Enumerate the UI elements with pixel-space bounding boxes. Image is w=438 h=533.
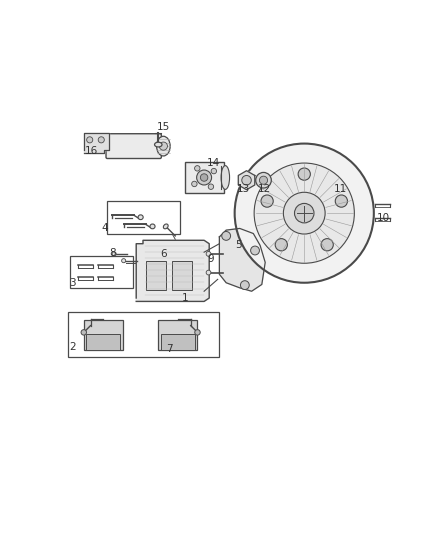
Text: 10: 10 [376, 213, 389, 223]
Circle shape [81, 329, 86, 335]
Bar [84, 320, 123, 350]
Polygon shape [219, 229, 265, 291]
Ellipse shape [221, 166, 230, 189]
Ellipse shape [157, 136, 170, 156]
Circle shape [298, 168, 311, 180]
Circle shape [254, 163, 354, 263]
Circle shape [195, 329, 200, 335]
Circle shape [283, 192, 325, 234]
Text: 11: 11 [334, 184, 347, 195]
Text: 9: 9 [208, 254, 214, 264]
Circle shape [321, 239, 333, 251]
Circle shape [192, 181, 197, 187]
Ellipse shape [138, 215, 143, 220]
Text: 16: 16 [85, 147, 98, 156]
Ellipse shape [150, 224, 155, 229]
Circle shape [256, 172, 271, 188]
Circle shape [208, 184, 214, 189]
Text: 3: 3 [69, 278, 76, 288]
Circle shape [98, 137, 104, 143]
Polygon shape [84, 133, 109, 154]
Circle shape [211, 168, 216, 174]
Bar [70, 256, 133, 288]
Circle shape [240, 281, 249, 289]
Text: 5: 5 [235, 240, 242, 251]
Circle shape [200, 174, 208, 181]
Text: 4: 4 [102, 223, 108, 233]
Bar [159, 320, 198, 350]
Circle shape [194, 166, 200, 171]
Text: 6: 6 [160, 249, 167, 259]
Bar [172, 261, 192, 289]
Circle shape [242, 175, 251, 185]
Text: 2: 2 [69, 342, 76, 352]
Circle shape [197, 170, 212, 185]
Text: 14: 14 [207, 158, 220, 168]
Circle shape [235, 143, 374, 282]
Bar [146, 261, 166, 289]
Bar [67, 312, 219, 358]
Text: 13: 13 [237, 184, 250, 193]
FancyBboxPatch shape [106, 134, 161, 158]
Circle shape [122, 259, 126, 263]
Circle shape [259, 176, 268, 184]
Ellipse shape [163, 224, 168, 229]
Text: 12: 12 [258, 184, 271, 193]
Circle shape [206, 270, 211, 275]
Bar [107, 201, 180, 233]
Circle shape [294, 204, 314, 223]
Text: 15: 15 [156, 122, 170, 132]
Polygon shape [238, 171, 255, 190]
Circle shape [251, 246, 259, 255]
Text: 1: 1 [182, 293, 189, 303]
Bar [184, 162, 224, 193]
Circle shape [159, 142, 167, 150]
Text: 8: 8 [109, 248, 116, 258]
Circle shape [222, 231, 230, 240]
Polygon shape [136, 240, 209, 302]
Circle shape [112, 252, 116, 256]
Bar [86, 334, 120, 350]
Text: 7: 7 [166, 344, 173, 354]
Circle shape [335, 195, 347, 207]
Ellipse shape [155, 142, 162, 147]
Circle shape [87, 137, 93, 143]
Bar [161, 334, 195, 350]
Circle shape [261, 195, 273, 207]
Circle shape [206, 252, 211, 256]
Circle shape [275, 239, 287, 251]
